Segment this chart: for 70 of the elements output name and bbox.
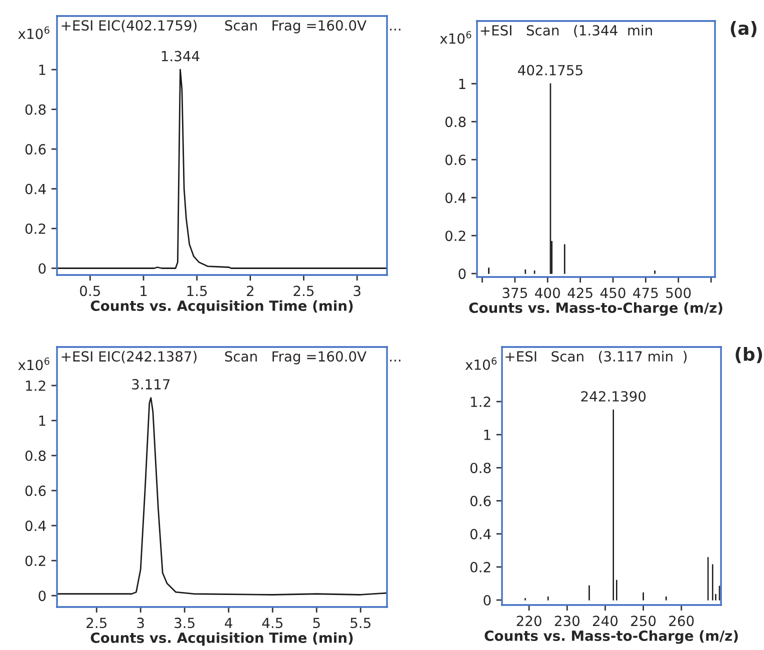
y-tick-label: 0.8 bbox=[470, 462, 491, 474]
y-tick-label: 0.4 bbox=[25, 184, 46, 194]
y-tick-label: 0.6 bbox=[470, 496, 491, 506]
x-tick-label: 475 bbox=[633, 288, 658, 298]
x-tick-label: 250 bbox=[631, 616, 656, 626]
x-tick-label: 375 bbox=[502, 288, 527, 298]
y-tick-label: 0.6 bbox=[445, 154, 466, 166]
x-tick-label: 3 bbox=[137, 618, 144, 628]
x-tick-label: 500 bbox=[666, 288, 691, 298]
x-tick-label: 1 bbox=[140, 286, 147, 296]
x-tick-label: 425 bbox=[568, 288, 592, 298]
y-tick-label: 0.2 bbox=[25, 223, 46, 234]
y-tick-label: 0.2 bbox=[470, 562, 490, 572]
x-tick-label: 1.5 bbox=[187, 286, 207, 296]
y-axis-title: x10$^{6}$ bbox=[18, 26, 50, 40]
y-tick-label: 0.8 bbox=[25, 104, 46, 115]
x-tick-label: 400 bbox=[535, 288, 560, 298]
y-tick-label: 0 bbox=[484, 595, 491, 606]
x-tick-label: 4 bbox=[224, 618, 232, 628]
x-axis-title: Counts vs. Acquisition Time (min) bbox=[90, 632, 353, 646]
y-tick-label: 0.4 bbox=[470, 528, 491, 540]
x-tick-label: 2.5 bbox=[294, 286, 314, 296]
y-axis-title: x10$^{6}$ bbox=[465, 357, 497, 370]
chart-title: +ESI Scan (3.117 min ) bbox=[506, 350, 687, 364]
annotation: 402.1755 bbox=[518, 64, 582, 76]
x-tick-label: 5 bbox=[313, 618, 320, 628]
y-tick-label: 1 bbox=[484, 430, 490, 440]
chart-title: +ESI Scan (1.344 min bbox=[480, 24, 652, 38]
annotation: 242.1390 bbox=[581, 391, 646, 402]
x-tick-label: 2.5 bbox=[86, 618, 106, 628]
x-tick-label: 260 bbox=[669, 616, 694, 626]
x-tick-label: 220 bbox=[516, 616, 542, 626]
y-tick-label: 1.2 bbox=[26, 380, 46, 391]
y-tick-label: 0 bbox=[38, 590, 46, 602]
y-tick-label: 0 bbox=[458, 268, 466, 280]
y-tick-label: 1 bbox=[459, 78, 466, 89]
x-tick-label: 4.5 bbox=[262, 618, 282, 628]
y-tick-label: 0.2 bbox=[25, 556, 46, 566]
x-tick-label: 450 bbox=[600, 288, 626, 298]
y-tick-label: 0.8 bbox=[445, 116, 466, 128]
x-tick-label: 3.5 bbox=[174, 618, 194, 628]
x-axis-title: Counts vs. Mass-to-Charge (m/z) bbox=[484, 630, 738, 644]
x-tick-label: 3 bbox=[354, 286, 360, 296]
x-axis-title: Counts vs. Mass-to-Charge (m/z) bbox=[469, 302, 722, 316]
y-tick-label: 1.2 bbox=[471, 396, 490, 407]
y-tick-label: 0 bbox=[38, 263, 46, 274]
y-axis-title: x10$^{6}$ bbox=[18, 357, 50, 370]
y-axis-title: x10$^{6}$ bbox=[440, 31, 472, 44]
x-tick-label: 240 bbox=[592, 616, 618, 626]
line-series bbox=[57, 68, 387, 269]
y-tick-label: 1 bbox=[39, 416, 46, 426]
y-tick-label: 0.8 bbox=[25, 450, 46, 462]
y-tick-label: 0.4 bbox=[25, 520, 46, 532]
y-tick-label: 0.2 bbox=[445, 230, 466, 242]
x-tick-label: 230 bbox=[554, 616, 580, 626]
y-tick-label: 0.6 bbox=[25, 486, 46, 496]
text: (b) bbox=[736, 347, 762, 364]
annotation: 3.117 bbox=[132, 379, 170, 390]
y-tick-label: 0.4 bbox=[445, 192, 466, 204]
y-tick-label: 1 bbox=[39, 64, 46, 75]
x-tick-label: 5.5 bbox=[350, 618, 370, 628]
line-series bbox=[57, 397, 387, 596]
x-axis-title: Counts vs. Acquisition Time (min) bbox=[90, 300, 353, 314]
chart-title: +ESI EIC(242.1387) Scan Frag =160.0V ... bbox=[62, 350, 400, 364]
text: (a) bbox=[730, 21, 756, 38]
y-tick-label: 0.6 bbox=[25, 144, 46, 155]
x-tick-label: 2 bbox=[246, 286, 254, 296]
chart-title: +ESI EIC(402.1759) Scan Frag =160.0V ... bbox=[62, 20, 400, 34]
x-tick-label: 0.5 bbox=[80, 286, 100, 296]
annotation: 1.344 bbox=[162, 50, 200, 62]
